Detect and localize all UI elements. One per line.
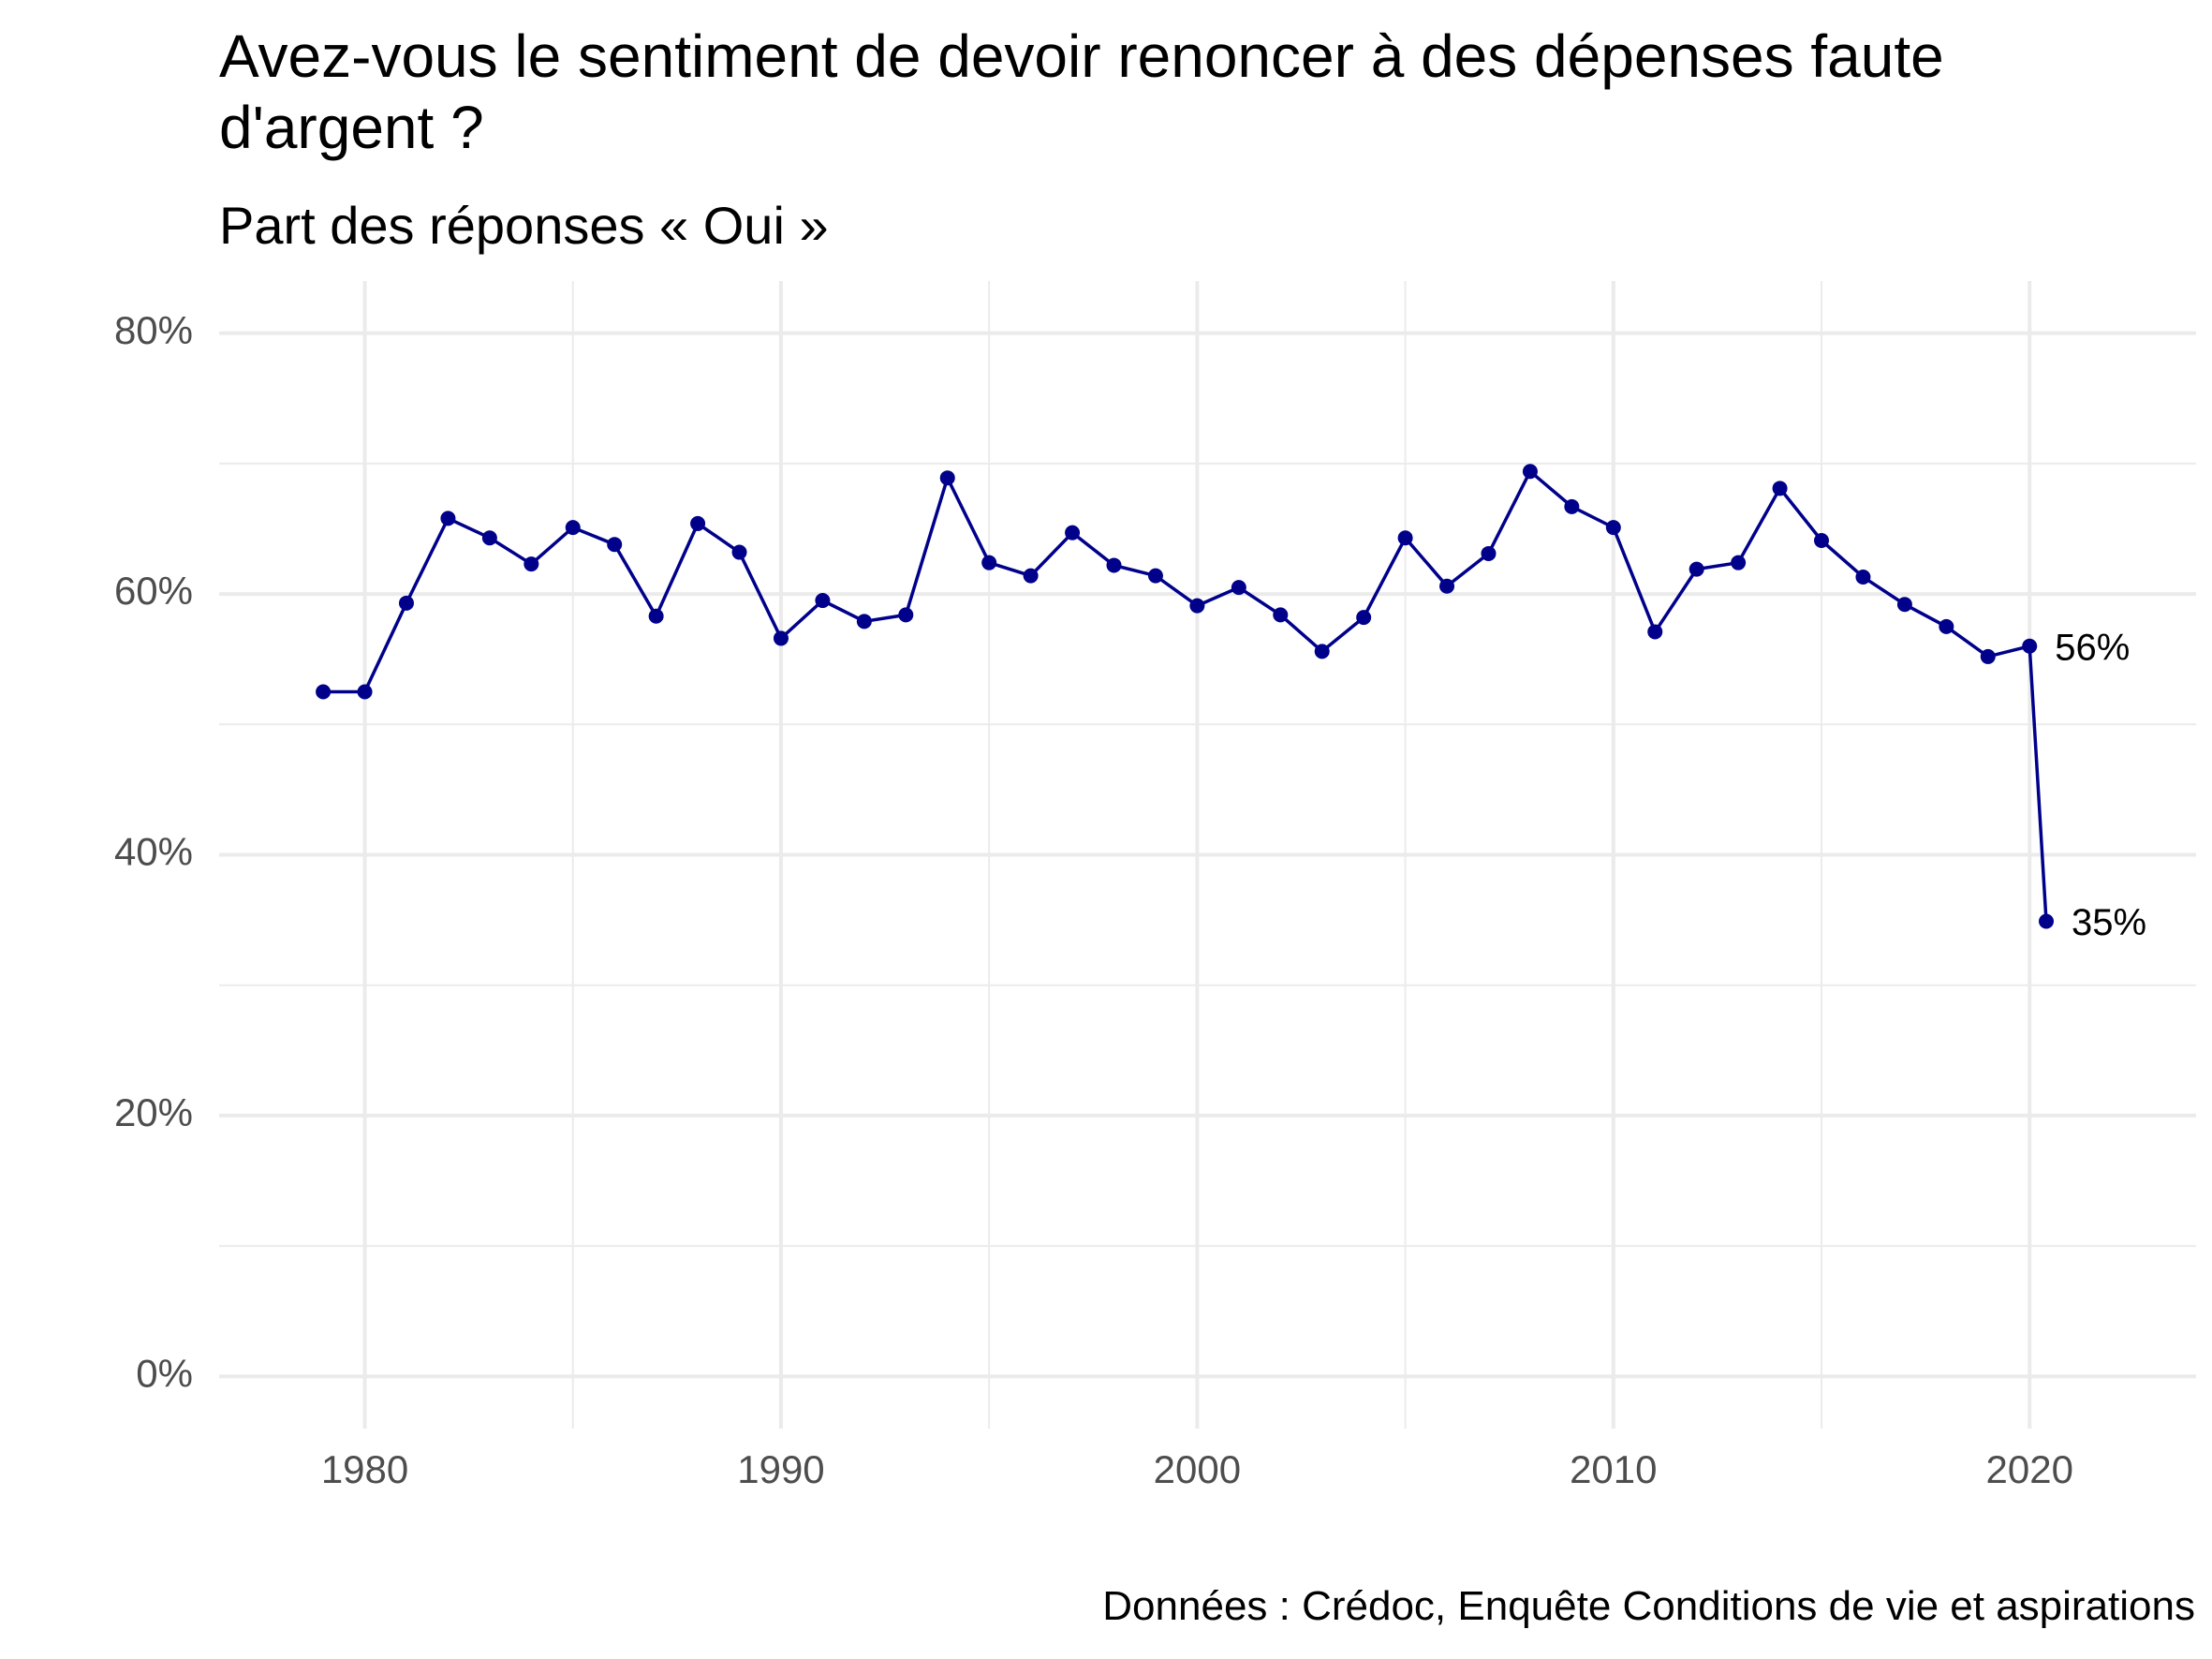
data-point xyxy=(1772,481,1788,496)
y-tick-label: 40% xyxy=(114,830,193,874)
x-tick-label: 2000 xyxy=(1154,1447,1241,1491)
data-point xyxy=(1605,520,1621,536)
data-point xyxy=(690,515,706,531)
data-point xyxy=(815,593,831,609)
data-point xyxy=(1273,607,1289,623)
data-point xyxy=(2022,638,2038,654)
y-tick-label: 0% xyxy=(136,1351,193,1395)
data-point xyxy=(524,556,539,572)
data-point xyxy=(731,544,747,560)
data-point xyxy=(357,684,373,700)
y-tick-label: 60% xyxy=(114,569,193,613)
x-tick-label: 2010 xyxy=(1570,1447,1657,1491)
data-point xyxy=(1896,597,1912,613)
data-point xyxy=(939,470,955,486)
data-point xyxy=(1980,648,1996,664)
data-point xyxy=(1855,569,1871,585)
data-point xyxy=(1731,555,1747,570)
data-point xyxy=(440,511,456,526)
data-point xyxy=(1564,498,1580,514)
data-point xyxy=(1397,530,1413,546)
data-point xyxy=(481,530,497,546)
chart-caption: Données : Crédoc, Enquête Conditions de … xyxy=(1102,1583,2195,1629)
data-point xyxy=(648,608,664,624)
data-point xyxy=(607,537,623,553)
data-point xyxy=(565,520,581,536)
point-label: 35% xyxy=(2072,902,2146,943)
data-point xyxy=(1147,568,1163,584)
data-point xyxy=(1023,568,1039,584)
data-point xyxy=(773,630,789,646)
data-point xyxy=(398,595,414,611)
y-tick-label: 80% xyxy=(114,308,193,352)
chart-subtitle: Part des réponses « Oui » xyxy=(219,196,829,255)
data-point xyxy=(981,555,997,570)
data-point xyxy=(1231,580,1246,596)
x-tick-label: 2020 xyxy=(1986,1447,2073,1491)
data-point xyxy=(1065,525,1081,541)
data-point xyxy=(1106,557,1122,573)
data-point xyxy=(1522,464,1538,480)
data-point xyxy=(1688,561,1704,577)
y-tick-label: 20% xyxy=(114,1090,193,1134)
data-point xyxy=(1814,533,1830,549)
data-point xyxy=(1314,644,1330,659)
data-point xyxy=(1481,545,1497,561)
data-point xyxy=(898,607,914,623)
data-point xyxy=(2039,913,2055,929)
x-tick-label: 1980 xyxy=(321,1447,408,1491)
data-point xyxy=(1189,598,1205,614)
data-point xyxy=(1647,624,1663,640)
chart-title: Avez-vous le sentiment de devoir renonce… xyxy=(219,22,1944,161)
data-point xyxy=(856,614,872,630)
data-point xyxy=(316,684,332,700)
data-point xyxy=(1939,618,1954,634)
data-point xyxy=(1356,610,1372,626)
x-tick-label: 1990 xyxy=(737,1447,824,1491)
point-label: 56% xyxy=(2055,627,2130,668)
data-point xyxy=(1439,578,1455,594)
